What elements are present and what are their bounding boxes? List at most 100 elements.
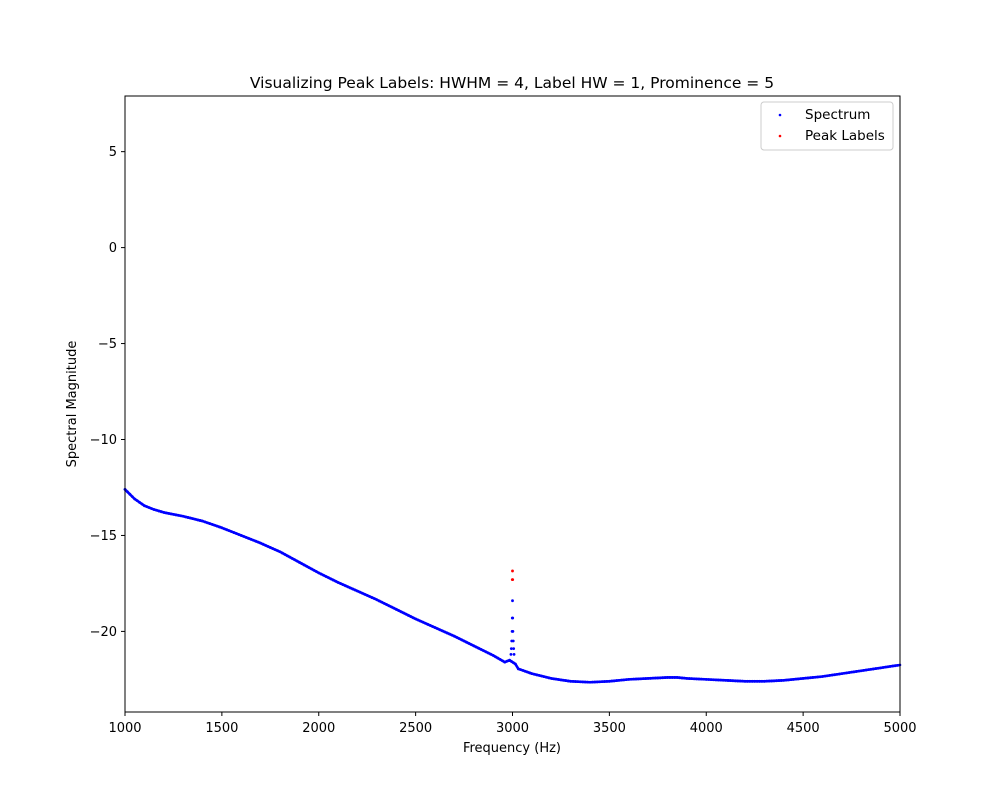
x-tick-label: 2000 [302, 721, 335, 736]
spectrum-point [406, 613, 410, 617]
spectrum-point [329, 577, 333, 581]
spectrum-point [755, 679, 759, 683]
spectrum-point [193, 517, 197, 521]
spectrum-point [496, 656, 500, 660]
spectrum-point [668, 676, 672, 679]
spectrum-point [891, 664, 895, 668]
y-tick-label: −5 [98, 337, 117, 352]
spectrum-point [714, 678, 718, 682]
y-tick-label: 5 [109, 145, 117, 160]
spectrum-point [586, 680, 589, 684]
spectrum-point [666, 676, 669, 679]
spectrum-point [566, 679, 570, 683]
spectrum-point [704, 677, 708, 681]
spectrum-point [261, 542, 265, 546]
spectrum-point [167, 511, 170, 515]
spectrum-point [762, 679, 766, 683]
spectrum-point [523, 669, 527, 673]
spectrum-point [159, 510, 163, 514]
spectrum-point [491, 653, 495, 657]
spectrum-point [847, 671, 851, 674]
spectrum-point [397, 609, 401, 612]
spectrum-point [133, 497, 137, 501]
spectrum-point [559, 678, 563, 682]
spectrum-point [663, 676, 667, 679]
x-tick-label: 4500 [787, 721, 820, 736]
spectrum-point [448, 632, 451, 636]
spectrum-point [675, 676, 679, 679]
spectrum-point [215, 524, 219, 528]
spectrum-point [445, 631, 449, 635]
spectrum-point [455, 636, 459, 639]
spectrum-point [557, 678, 560, 681]
spectrum-point [172, 512, 175, 516]
spectrum-point [588, 680, 592, 684]
spectrum-point [842, 671, 846, 675]
spectrum-point [709, 678, 713, 682]
spectrum-point [142, 504, 146, 508]
spectrum-point [322, 573, 325, 577]
spectrum-point [702, 677, 706, 681]
spectrum-point [777, 679, 781, 682]
spectrum-point [242, 535, 246, 538]
spectrum-point [310, 567, 313, 571]
spectrum-point [457, 637, 461, 640]
spectrum-point [477, 646, 480, 650]
spectrum-point [358, 590, 362, 594]
peak-label-point [511, 578, 515, 581]
spectrum-point [542, 675, 546, 679]
spectrum-point [697, 677, 701, 681]
spectrum-point [278, 550, 282, 554]
legend-label-peak-labels: Peak Labels [805, 128, 885, 144]
spectrum-point [624, 678, 628, 682]
spectrum-point [126, 490, 129, 494]
spectrum-point [646, 677, 650, 680]
spectrum-point [644, 677, 648, 680]
spectrum-point [271, 547, 275, 550]
spectrum-point [547, 676, 551, 680]
spectrum-point [373, 597, 376, 601]
spectrum-point [656, 676, 660, 680]
spectrum-point [632, 677, 635, 681]
spectrum-point [746, 679, 749, 683]
spectrum-point [283, 553, 287, 556]
spectrum-point [661, 676, 665, 680]
spectrum-point [251, 538, 255, 542]
spectrum-point [627, 677, 631, 681]
x-tick-label: 3500 [593, 721, 626, 736]
spectrum-point [290, 556, 294, 560]
spectrum-point [532, 672, 536, 676]
spectrum-point [130, 495, 134, 498]
spectrum-point [537, 674, 541, 677]
spectrum-point [336, 581, 340, 584]
spectrum-point [658, 676, 662, 680]
spectrum-point [821, 675, 824, 678]
spectrum-point [145, 505, 149, 509]
spectrum-point [174, 513, 178, 517]
spectrum-point [339, 582, 342, 585]
spectrum-point [390, 605, 393, 609]
spectrum-point [264, 543, 267, 547]
spectrum-point [162, 511, 166, 514]
spectrum-point [128, 492, 132, 496]
spectrum-point [237, 533, 241, 536]
spectrum-point [804, 676, 807, 680]
spectrum-peak-point [511, 630, 515, 633]
spectrum-point [188, 516, 192, 520]
y-tick-label: −20 [90, 625, 117, 640]
spectrum-point [235, 532, 238, 535]
spectrum-point [259, 541, 263, 545]
spectrum-point [276, 549, 279, 553]
spectrum-point [266, 544, 270, 548]
x-tick-label: 3000 [496, 721, 529, 736]
spectrum-point [859, 669, 863, 673]
spectrum-point [528, 671, 532, 675]
spectrum-point [293, 558, 296, 562]
spectrum-point [365, 594, 369, 597]
spectrum-point [726, 679, 730, 682]
spectrum-point [218, 525, 221, 529]
spectrum-point [833, 673, 837, 677]
spectrum-point [404, 612, 408, 616]
spectrum-point [327, 576, 330, 580]
spectrum-point [474, 645, 478, 649]
